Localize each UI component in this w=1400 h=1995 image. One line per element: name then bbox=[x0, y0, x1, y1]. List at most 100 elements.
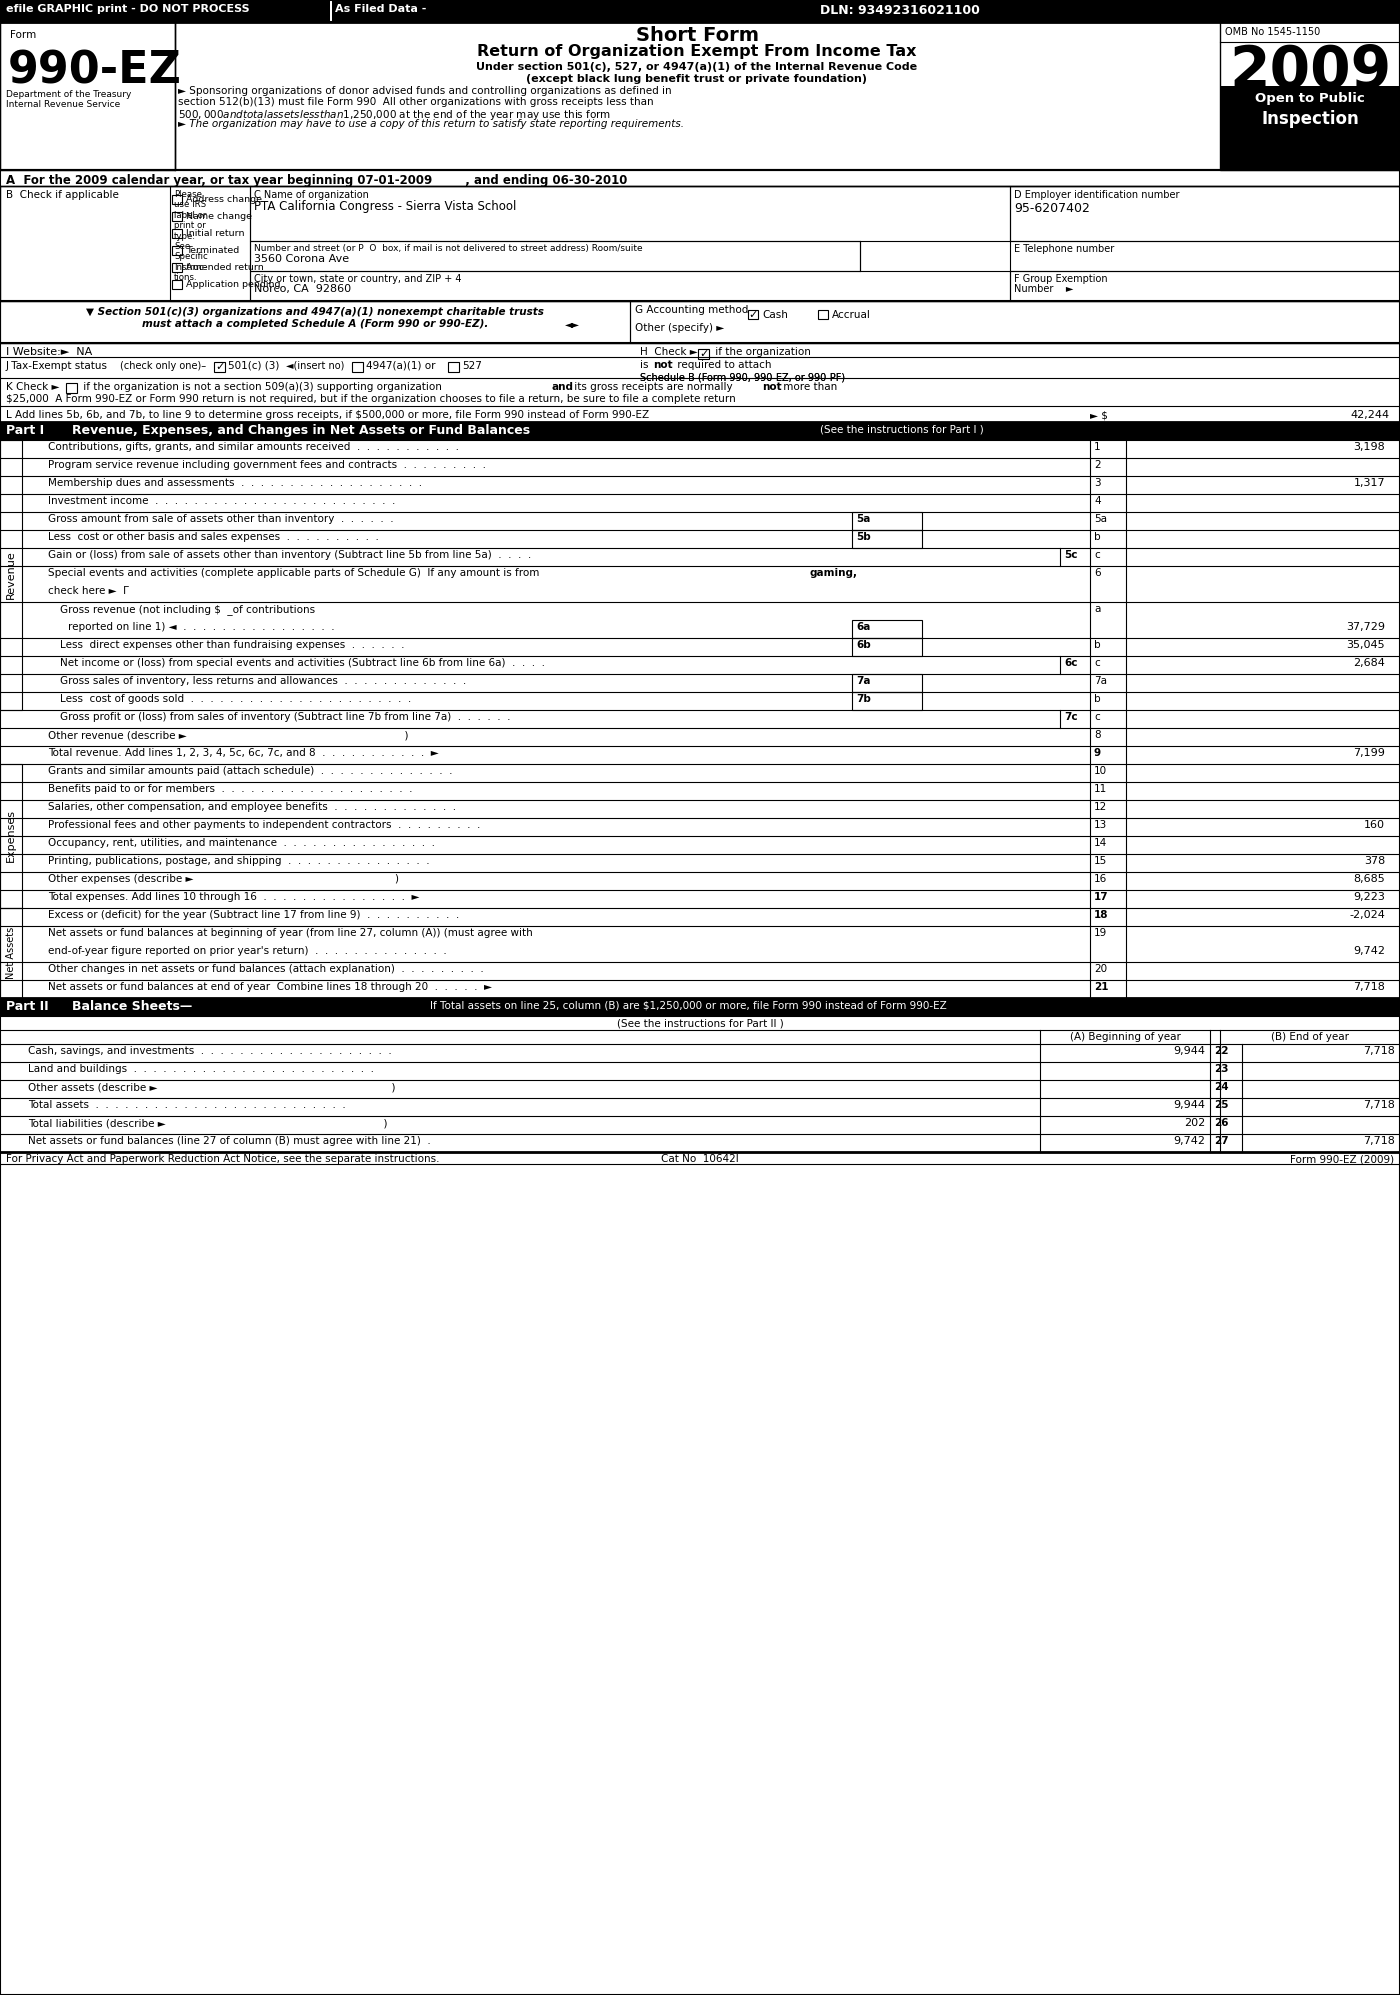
Text: 7,718: 7,718 bbox=[1364, 1099, 1394, 1109]
Text: Gross amount from sale of assets other than inventory  .  .  .  .  .  .: Gross amount from sale of assets other t… bbox=[48, 515, 393, 525]
Text: 11: 11 bbox=[1093, 784, 1107, 794]
Text: J Tax-Exempt status: J Tax-Exempt status bbox=[6, 361, 108, 371]
Text: Cash, savings, and investments  .  .  .  .  .  .  .  .  .  .  .  .  .  .  .  .  : Cash, savings, and investments . . . . .… bbox=[28, 1045, 392, 1055]
Bar bbox=[0, 301, 630, 343]
Text: PTA California Congress - Sierra Vista School: PTA California Congress - Sierra Vista S… bbox=[253, 200, 517, 213]
Text: is: is bbox=[640, 359, 652, 369]
Text: c: c bbox=[1093, 712, 1100, 722]
Text: ► Sponsoring organizations of donor advised funds and controlling organizations : ► Sponsoring organizations of donor advi… bbox=[178, 86, 672, 96]
Text: Number and street (or P  O  box, if mail is not delivered to street address) Roo: Number and street (or P O box, if mail i… bbox=[253, 243, 643, 253]
Text: OMB No 1545-1150: OMB No 1545-1150 bbox=[1225, 28, 1320, 38]
Text: 20: 20 bbox=[1093, 964, 1107, 974]
Text: Special events and activities (complete applicable parts of Schedule G)  If any : Special events and activities (complete … bbox=[48, 569, 543, 579]
Text: 9,223: 9,223 bbox=[1354, 892, 1385, 902]
Text: Net Assets: Net Assets bbox=[6, 928, 15, 980]
Text: 7a: 7a bbox=[1093, 676, 1107, 686]
Text: 37,729: 37,729 bbox=[1345, 622, 1385, 632]
Text: 378: 378 bbox=[1364, 856, 1385, 866]
Text: Other (specify) ►: Other (specify) ► bbox=[636, 323, 724, 333]
Text: b: b bbox=[1093, 694, 1100, 704]
Text: Department of the Treasury: Department of the Treasury bbox=[6, 90, 132, 100]
Text: 26: 26 bbox=[1214, 1117, 1229, 1127]
Text: 17: 17 bbox=[1093, 892, 1109, 902]
Text: Less  cost of goods sold  .  .  .  .  .  .  .  .  .  .  .  .  .  .  .  .  .  .  : Less cost of goods sold . . . . . . . . … bbox=[60, 694, 412, 704]
Text: Contributions, gifts, grants, and similar amounts received  .  .  .  .  .  .  . : Contributions, gifts, grants, and simila… bbox=[48, 443, 459, 453]
Text: (B) End of year: (B) End of year bbox=[1271, 1031, 1350, 1041]
Text: Under section 501(c), 527, or 4947(a)(1) of the Internal Revenue Code: Under section 501(c), 527, or 4947(a)(1)… bbox=[476, 62, 917, 72]
Text: ► $: ► $ bbox=[1091, 411, 1107, 421]
Text: Total assets  .  .  .  .  .  .  .  .  .  .  .  .  .  .  .  .  .  .  .  .  .  .  : Total assets . . . . . . . . . . . . . .… bbox=[28, 1099, 346, 1109]
Bar bbox=[251, 241, 860, 271]
Text: 2,684: 2,684 bbox=[1354, 658, 1385, 668]
Text: (See the instructions for Part II ): (See the instructions for Part II ) bbox=[616, 1017, 784, 1027]
Text: and: and bbox=[552, 381, 573, 391]
Text: 18: 18 bbox=[1093, 910, 1109, 920]
Text: 1,317: 1,317 bbox=[1354, 479, 1385, 489]
Text: c: c bbox=[1093, 658, 1100, 668]
Text: section 512(b)(13) must file Form 990  All other organizations with gross receip: section 512(b)(13) must file Form 990 Al… bbox=[178, 98, 654, 108]
Text: 501(c) (3): 501(c) (3) bbox=[228, 361, 280, 371]
Text: 3,198: 3,198 bbox=[1354, 443, 1385, 453]
Text: ► The organization may have to use a copy of this return to satisfy state report: ► The organization may have to use a cop… bbox=[178, 120, 685, 130]
Bar bbox=[699, 349, 708, 359]
Text: Inspection: Inspection bbox=[1261, 110, 1359, 128]
Text: Land and buildings  .  .  .  .  .  .  .  .  .  .  .  .  .  .  .  .  .  .  .  .  : Land and buildings . . . . . . . . . . .… bbox=[28, 1063, 374, 1073]
Text: 7,718: 7,718 bbox=[1364, 1135, 1394, 1145]
Text: Less  direct expenses other than fundraising expenses  .  .  .  .  .  .: Less direct expenses other than fundrais… bbox=[60, 640, 405, 650]
Bar bbox=[172, 263, 182, 271]
Text: Gross profit or (loss) from sales of inventory (Subtract line 7b from line 7a)  : Gross profit or (loss) from sales of inv… bbox=[60, 712, 511, 722]
Text: 6: 6 bbox=[1093, 569, 1100, 579]
Text: Net assets or fund balances at beginning of year (from line 27, column (A)) (mus: Net assets or fund balances at beginning… bbox=[48, 928, 533, 938]
Text: 9,742: 9,742 bbox=[1173, 1135, 1205, 1145]
Text: (except black lung benefit trust or private foundation): (except black lung benefit trust or priv… bbox=[526, 74, 868, 84]
Text: ◄(insert no): ◄(insert no) bbox=[286, 361, 344, 371]
Text: Part I: Part I bbox=[6, 425, 45, 437]
Bar bbox=[1009, 241, 1400, 271]
Bar bbox=[853, 674, 923, 692]
Text: 95-6207402: 95-6207402 bbox=[1014, 201, 1089, 215]
Bar bbox=[0, 441, 22, 710]
Text: gaming,: gaming, bbox=[811, 569, 858, 579]
Text: Occupancy, rent, utilities, and maintenance  .  .  .  .  .  .  .  .  .  .  .  . : Occupancy, rent, utilities, and maintena… bbox=[48, 838, 435, 848]
Text: Norco, CA  92860: Norco, CA 92860 bbox=[253, 283, 351, 293]
Text: 3560 Corona Ave: 3560 Corona Ave bbox=[253, 253, 349, 263]
Bar bbox=[0, 22, 175, 170]
Text: 9,742: 9,742 bbox=[1352, 946, 1385, 956]
Text: Open to Public: Open to Public bbox=[1256, 92, 1365, 106]
Bar bbox=[1219, 22, 1400, 170]
Bar bbox=[853, 692, 923, 710]
Text: 10: 10 bbox=[1093, 766, 1107, 776]
Text: efile GRAPHIC print - DO NOT PROCESS: efile GRAPHIC print - DO NOT PROCESS bbox=[6, 4, 249, 14]
Text: 23: 23 bbox=[1214, 1063, 1229, 1073]
Text: 5a: 5a bbox=[1093, 515, 1107, 525]
Text: Accrual: Accrual bbox=[832, 309, 871, 319]
Text: 160: 160 bbox=[1364, 820, 1385, 830]
Text: Terminated: Terminated bbox=[186, 245, 239, 255]
Bar bbox=[853, 513, 923, 531]
Text: Investment income  .  .  .  .  .  .  .  .  .  .  .  .  .  .  .  .  .  .  .  .  .: Investment income . . . . . . . . . . . … bbox=[48, 497, 395, 507]
Text: 16: 16 bbox=[1093, 874, 1107, 884]
Text: 7,199: 7,199 bbox=[1354, 748, 1385, 758]
Text: 7c: 7c bbox=[1064, 712, 1078, 722]
Text: Net income or (loss) from special events and activities (Subtract line 6b from l: Net income or (loss) from special events… bbox=[60, 658, 545, 668]
Text: 7a: 7a bbox=[855, 676, 871, 686]
Text: 21: 21 bbox=[1093, 982, 1109, 992]
Text: Form: Form bbox=[10, 30, 36, 40]
Text: 6a: 6a bbox=[855, 622, 871, 632]
Text: G Accounting method: G Accounting method bbox=[636, 305, 749, 315]
Text: Benefits paid to or for members  .  .  .  .  .  .  .  .  .  .  .  .  .  .  .  . : Benefits paid to or for members . . . . … bbox=[48, 784, 413, 794]
Text: Salaries, other compensation, and employee benefits  .  .  .  .  .  .  .  .  .  : Salaries, other compensation, and employ… bbox=[48, 802, 456, 812]
Text: ▼ Section 501(c)(3) organizations and 4947(a)(1) nonexempt charitable trusts: ▼ Section 501(c)(3) organizations and 49… bbox=[85, 307, 545, 317]
Bar bbox=[1009, 186, 1400, 241]
Text: Name change: Name change bbox=[186, 211, 252, 221]
Text: Other expenses (describe ►                                                      : Other expenses (describe ► bbox=[48, 874, 399, 884]
Bar bbox=[330, 0, 332, 22]
Text: 4: 4 bbox=[1093, 497, 1100, 507]
Text: Gain or (loss) from sale of assets other than inventory (Subtract line 5b from l: Gain or (loss) from sale of assets other… bbox=[48, 551, 531, 561]
Text: If Total assets on line 25, column (B) are $1,250,000 or more, file Form 990 ins: If Total assets on line 25, column (B) a… bbox=[430, 999, 946, 1009]
Text: if the organization: if the organization bbox=[713, 347, 811, 357]
Text: its gross receipts are normally: its gross receipts are normally bbox=[571, 381, 736, 391]
Text: not: not bbox=[652, 359, 672, 369]
Text: b: b bbox=[1093, 640, 1100, 650]
Text: Please
use IRS
label or
print or
type.
See
Specific
Instruc-
tions.: Please use IRS label or print or type. S… bbox=[174, 190, 207, 281]
